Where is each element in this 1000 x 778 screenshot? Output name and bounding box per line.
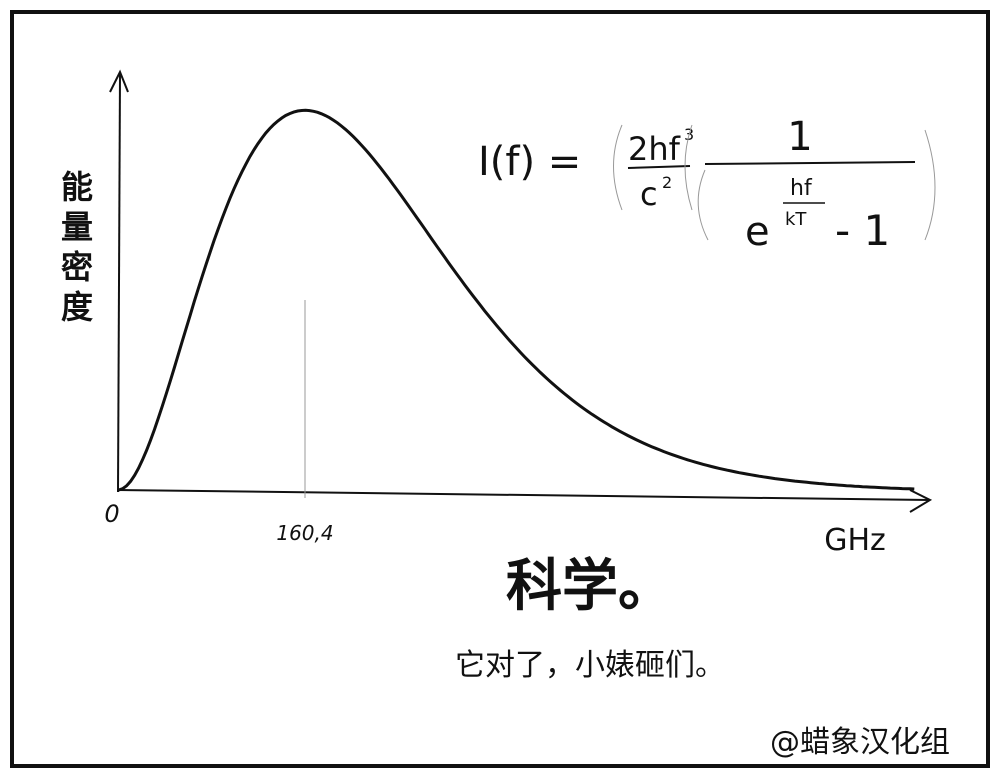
y-axis — [117, 73, 121, 493]
watermark: @蜡象汉化组 — [770, 725, 950, 760]
formula-denominator: c — [640, 175, 658, 213]
formula-exponent-top: hf — [790, 176, 813, 201]
fraction-bar — [704, 161, 916, 165]
paren — [924, 129, 936, 241]
fraction-bar — [627, 165, 691, 169]
caption-subtitle: 它对了，小婊砸们。 — [455, 648, 725, 683]
x-axis — [117, 489, 931, 501]
peak-label: 160,4 — [276, 521, 333, 545]
formula-base: e — [745, 209, 770, 255]
formula-tail: - 1 — [835, 206, 890, 255]
frame — [10, 10, 990, 768]
formula-numerator: 2hf — [628, 130, 681, 168]
x-label: GHz — [824, 523, 886, 558]
y-label: 能量密度 — [56, 170, 94, 330]
formula-lhs: I(f) = — [478, 139, 581, 185]
y-arrow — [109, 69, 129, 93]
formula: I(f) = 2hf 3 c 2 1 e hf kT - 1 — [478, 114, 936, 255]
formula-denominator-power: 2 — [662, 173, 672, 192]
paren — [613, 124, 623, 211]
paren — [684, 124, 693, 211]
curve — [118, 108, 915, 492]
paren — [697, 169, 709, 241]
formula-one: 1 — [787, 114, 812, 160]
axes — [109, 69, 933, 513]
caption-title: 科学。 — [506, 554, 674, 619]
x-arrow — [909, 489, 933, 513]
origin-label: 0 — [104, 500, 119, 528]
formula-exponent-bottom: kT — [785, 209, 807, 230]
